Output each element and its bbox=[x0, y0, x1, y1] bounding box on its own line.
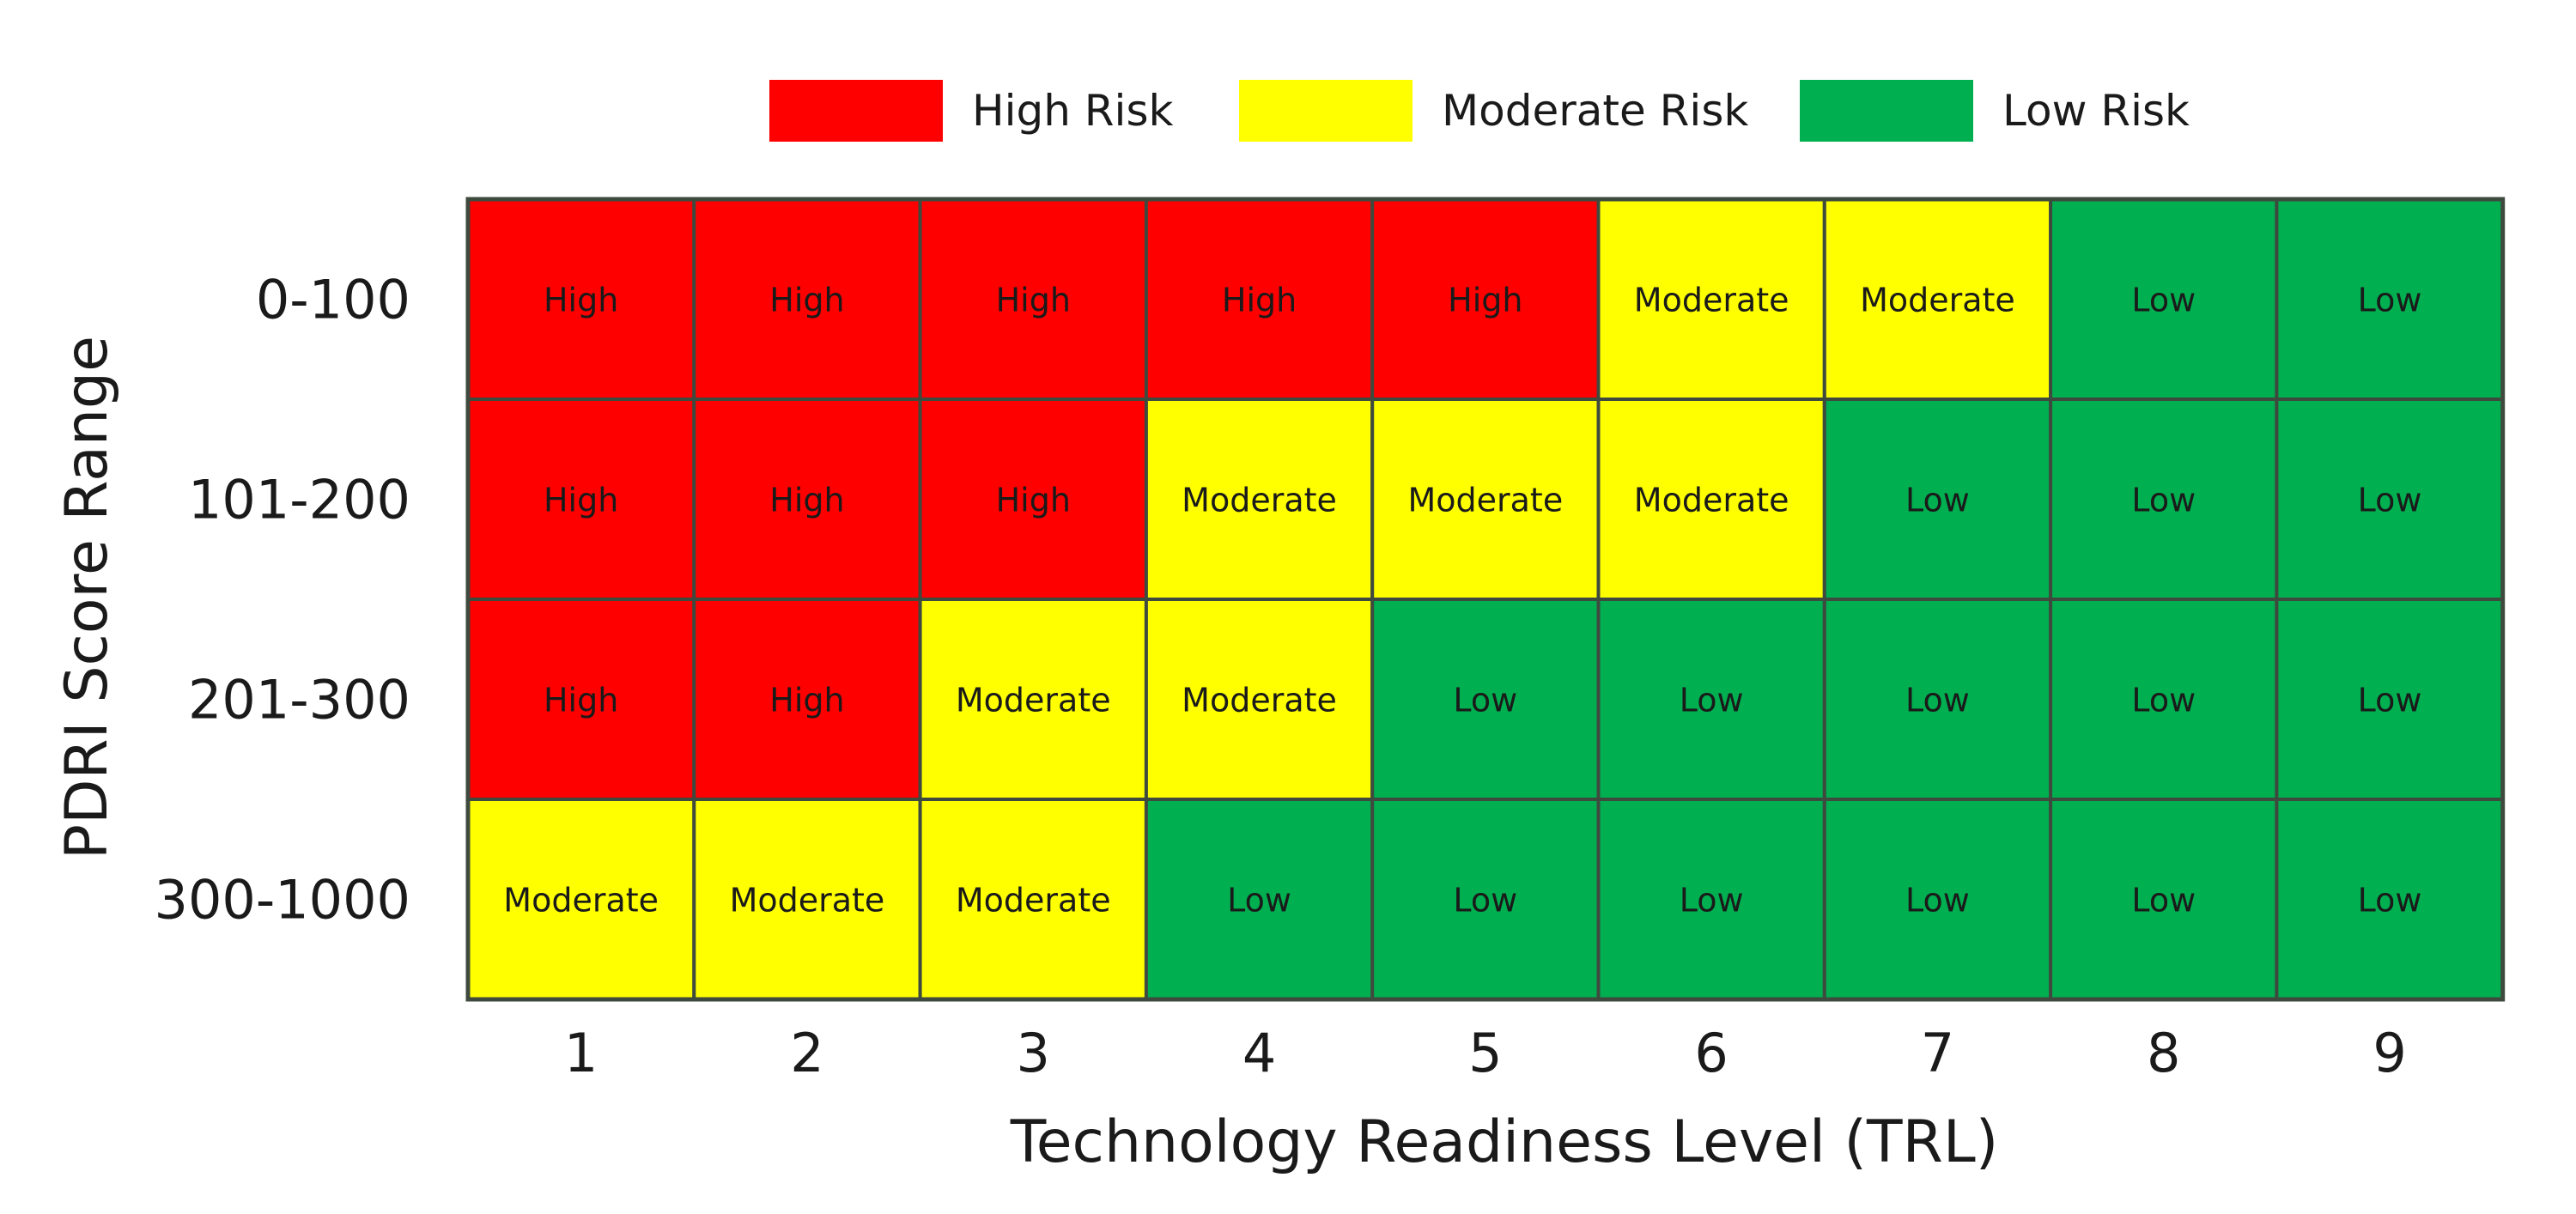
heatmap-cell-label: Moderate bbox=[503, 882, 659, 920]
heatmap-cell-label: Moderate bbox=[1634, 282, 1789, 319]
heatmap-cell bbox=[918, 398, 1148, 601]
heatmap-cell-label: High bbox=[544, 482, 618, 519]
legend-label-high: High Risk bbox=[972, 86, 1174, 136]
heatmap-cell-label: Low bbox=[2358, 482, 2422, 519]
x-tick-label: 4 bbox=[1242, 1022, 1276, 1084]
y-tick-labels: 0-100 101-200 201-300 300-1000 bbox=[155, 269, 411, 932]
heatmap-cell-label: High bbox=[544, 282, 618, 319]
heatmap-border bbox=[465, 197, 2506, 1002]
y-tick-label: 101-200 bbox=[188, 469, 410, 531]
heatmap-cell-label: Low bbox=[1227, 882, 1291, 920]
heatmap-cell-label: Low bbox=[2358, 282, 2422, 319]
heatmap-cell-label: High bbox=[769, 282, 844, 319]
legend-swatch-moderate bbox=[1239, 80, 1413, 142]
heatmap-cell-label: Moderate bbox=[956, 682, 1111, 719]
heatmap-cell bbox=[1144, 598, 1375, 801]
legend-item-moderate: Moderate Risk bbox=[1239, 79, 1748, 143]
heatmap-cell bbox=[1596, 197, 1826, 401]
heatmap-cell bbox=[918, 598, 1148, 801]
heatmap-cell-label: Low bbox=[2131, 682, 2196, 719]
heatmap-cell bbox=[1144, 798, 1375, 1001]
heatmap-cell bbox=[2049, 798, 2279, 1001]
heatmap-cell bbox=[1144, 197, 1375, 401]
legend-label-moderate: Moderate Risk bbox=[1442, 86, 1749, 136]
heatmap-cell-label: High bbox=[1222, 282, 1297, 319]
heatmap-cell bbox=[1822, 398, 2053, 601]
heatmap-cell-label: Low bbox=[1453, 882, 1517, 920]
heatmap-cell bbox=[1144, 398, 1375, 601]
heatmap-cell-label: Low bbox=[2131, 282, 2196, 319]
heatmap-cell-label: High bbox=[769, 482, 844, 519]
heatmap-cells: High High High High High Moderate Moderate Low L… bbox=[465, 197, 2506, 1002]
heatmap-cell-label: Low bbox=[2131, 482, 2196, 519]
heatmap-cell-label: Moderate bbox=[730, 882, 885, 920]
heatmap-cell bbox=[1596, 598, 1826, 801]
heatmap-cell bbox=[466, 598, 696, 801]
heatmap-cell bbox=[1370, 598, 1601, 801]
y-tick-label: 300-1000 bbox=[155, 869, 411, 932]
x-tick-label: 5 bbox=[1468, 1022, 1502, 1084]
x-tick-label: 9 bbox=[2372, 1022, 2406, 1084]
heatmap-cell bbox=[2049, 598, 2279, 801]
heatmap-cell-label: Moderate bbox=[1182, 682, 1337, 719]
x-tick-label: 2 bbox=[790, 1022, 823, 1084]
heatmap-cell-label: Low bbox=[1905, 482, 1970, 519]
heatmap-cell-label: Moderate bbox=[956, 882, 1111, 920]
legend-item-low: Low Risk bbox=[1800, 79, 2190, 143]
heatmap-cell-label: Low bbox=[1453, 682, 1517, 719]
heatmap-cell bbox=[1370, 798, 1601, 1001]
heatmap-cell-label: Low bbox=[1905, 682, 1970, 719]
x-tick-label: 8 bbox=[2147, 1022, 2180, 1084]
heatmap-cell-label: Moderate bbox=[1634, 482, 1789, 519]
x-tick-label: 3 bbox=[1017, 1022, 1050, 1084]
heatmap-cell bbox=[2049, 197, 2279, 401]
heatmap-cell-label: Low bbox=[1905, 882, 1970, 920]
heatmap-cell-label: Low bbox=[2358, 682, 2422, 719]
x-tick-label: 1 bbox=[564, 1022, 598, 1084]
x-tick-label: 7 bbox=[1921, 1022, 1954, 1084]
heatmap-cell-label: Low bbox=[2358, 882, 2422, 920]
x-axis-title: Technology Readiness Level (TRL) bbox=[1010, 1108, 1999, 1176]
legend-label-low: Low Risk bbox=[2002, 86, 2190, 136]
heatmap-cell-label: Moderate bbox=[1182, 482, 1337, 519]
heatmap-cell-label: Low bbox=[2131, 882, 2196, 920]
heatmap-cell-label: Moderate bbox=[1860, 282, 2015, 319]
y-tick-label: 0-100 bbox=[256, 269, 410, 331]
heatmap-cell bbox=[2275, 798, 2505, 1001]
x-tick-labels: 1 2 3 4 5 6 7 8 9 bbox=[564, 1022, 2407, 1084]
legend-swatch-low bbox=[1800, 80, 1973, 142]
x-tick-label: 6 bbox=[1694, 1022, 1728, 1084]
heatmap-cell-label: High bbox=[996, 282, 1071, 319]
heatmap-cell-label: High bbox=[544, 682, 618, 719]
heatmap-cell-label: High bbox=[769, 682, 844, 719]
heatmap-cell-label: Moderate bbox=[1407, 482, 1563, 519]
heatmap-cell-label: High bbox=[996, 482, 1071, 519]
legend-swatch-high bbox=[769, 80, 943, 142]
y-axis-title: PDRI Score Range bbox=[53, 336, 121, 859]
heatmap-cell bbox=[2275, 598, 2505, 801]
heatmap-cell-label: Low bbox=[1680, 882, 1744, 920]
heatmap-cell bbox=[1596, 398, 1826, 601]
heatmap-cell-label: High bbox=[1448, 282, 1522, 319]
heatmap-cell-label: Low bbox=[1680, 682, 1744, 719]
heatmap-cell bbox=[2275, 398, 2505, 601]
legend-item-high: High Risk bbox=[769, 79, 1173, 143]
heatmap-cell bbox=[1370, 398, 1601, 601]
heatmap-cell bbox=[2049, 398, 2279, 601]
heatmap-cell bbox=[1822, 598, 2053, 801]
y-tick-label: 201-300 bbox=[188, 669, 410, 731]
legend: High Risk Moderate Risk Low Risk bbox=[0, 79, 2576, 143]
